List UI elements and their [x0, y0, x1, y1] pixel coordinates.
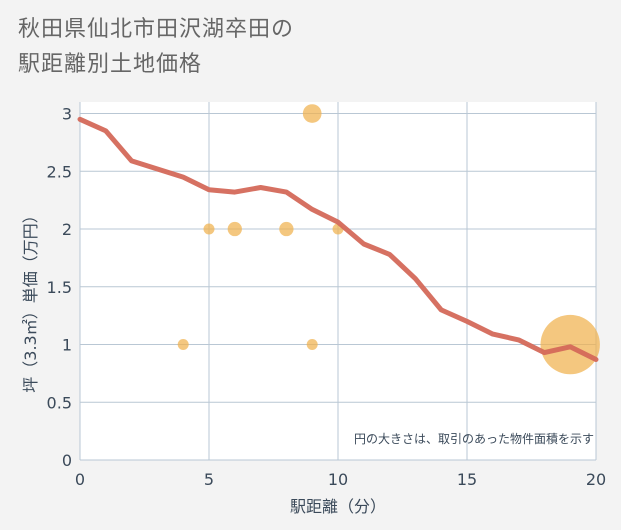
x-tick-label-20: 20 — [586, 470, 606, 489]
trend-line-group — [77, 116, 599, 362]
bubble-1 — [203, 223, 215, 235]
y-tick-label-5: 2.5 — [47, 162, 72, 181]
chart-title-line-2: 駅距離別土地価格 — [18, 52, 203, 77]
chart-title-line-1: 秋田県仙北市田沢湖卒田の — [18, 17, 295, 42]
bubble-size-note: 円の大きさは、取引のあった物件面積を示す — [354, 431, 594, 446]
x-tick-label-0: 0 — [75, 470, 85, 489]
bubble-0 — [177, 339, 189, 351]
x-tick-labels: 0 5 10 15 20 — [75, 470, 606, 489]
y-tick-label-0: 0 — [62, 451, 72, 470]
bubble-5 — [306, 339, 318, 351]
trend-line — [77, 116, 599, 362]
y-tick-label-2: 1 — [62, 336, 72, 355]
bubble-4 — [302, 104, 322, 123]
bubble-3 — [279, 221, 294, 237]
y-tick-labels: 0 0.5 1 1.5 2 2.5 3 — [47, 105, 72, 470]
y-tick-label-6: 3 — [62, 105, 72, 124]
chart-title: 秋田県仙北市田沢湖卒田の 駅距離別土地価格 — [18, 12, 294, 82]
x-axis-title: 駅距離（分） — [290, 497, 386, 516]
x-tick-label-10: 10 — [328, 470, 348, 489]
bubble-2 — [227, 221, 242, 237]
y-tick-label-3: 1.5 — [47, 278, 72, 297]
y-axis-title: 坪（3.3㎡）単価（万円） — [21, 207, 40, 392]
x-tick-label-5: 5 — [204, 470, 214, 489]
x-tick-label-15: 15 — [457, 470, 477, 489]
y-tick-label-1: 0.5 — [47, 393, 72, 412]
grid — [79, 102, 597, 461]
y-tick-label-4: 2 — [62, 220, 72, 239]
